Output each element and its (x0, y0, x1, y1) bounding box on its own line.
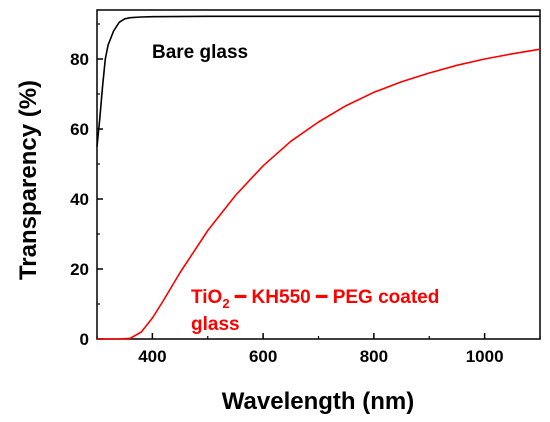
x-tick-label: 1000 (466, 347, 504, 366)
y-tick-label: 20 (70, 260, 89, 279)
y-tick-label: 60 (70, 120, 89, 139)
coated-glass-label-subscript: 2 (222, 296, 229, 311)
bare-glass-line (96, 15, 540, 147)
axis-ticks: 400 600 800 1000 0 20 40 60 80 (70, 23, 541, 366)
y-tick-label: 40 (70, 190, 89, 209)
coated-glass-label: TiO2 ━ KH550 ━ PEG coated (191, 287, 439, 311)
x-tick-label: 800 (360, 347, 388, 366)
y-tick-label: 80 (70, 50, 89, 69)
coated-glass-label-part1: TiO (191, 287, 222, 308)
coated-glass-label-line2: glass (191, 314, 240, 335)
x-tick-label: 600 (249, 347, 277, 366)
y-tick-label: 0 (80, 330, 89, 349)
coated-glass-label-part2: ━ KH550 ━ PEG coated (230, 287, 440, 308)
series-layer (96, 15, 541, 340)
coated-glass-line (97, 48, 541, 340)
bare-glass-label: Bare glass (152, 42, 248, 63)
y-axis-title: Transparency (%) (15, 80, 42, 280)
x-tick-label: 400 (138, 347, 166, 366)
x-axis-title: Wavelength (nm) (222, 388, 414, 415)
